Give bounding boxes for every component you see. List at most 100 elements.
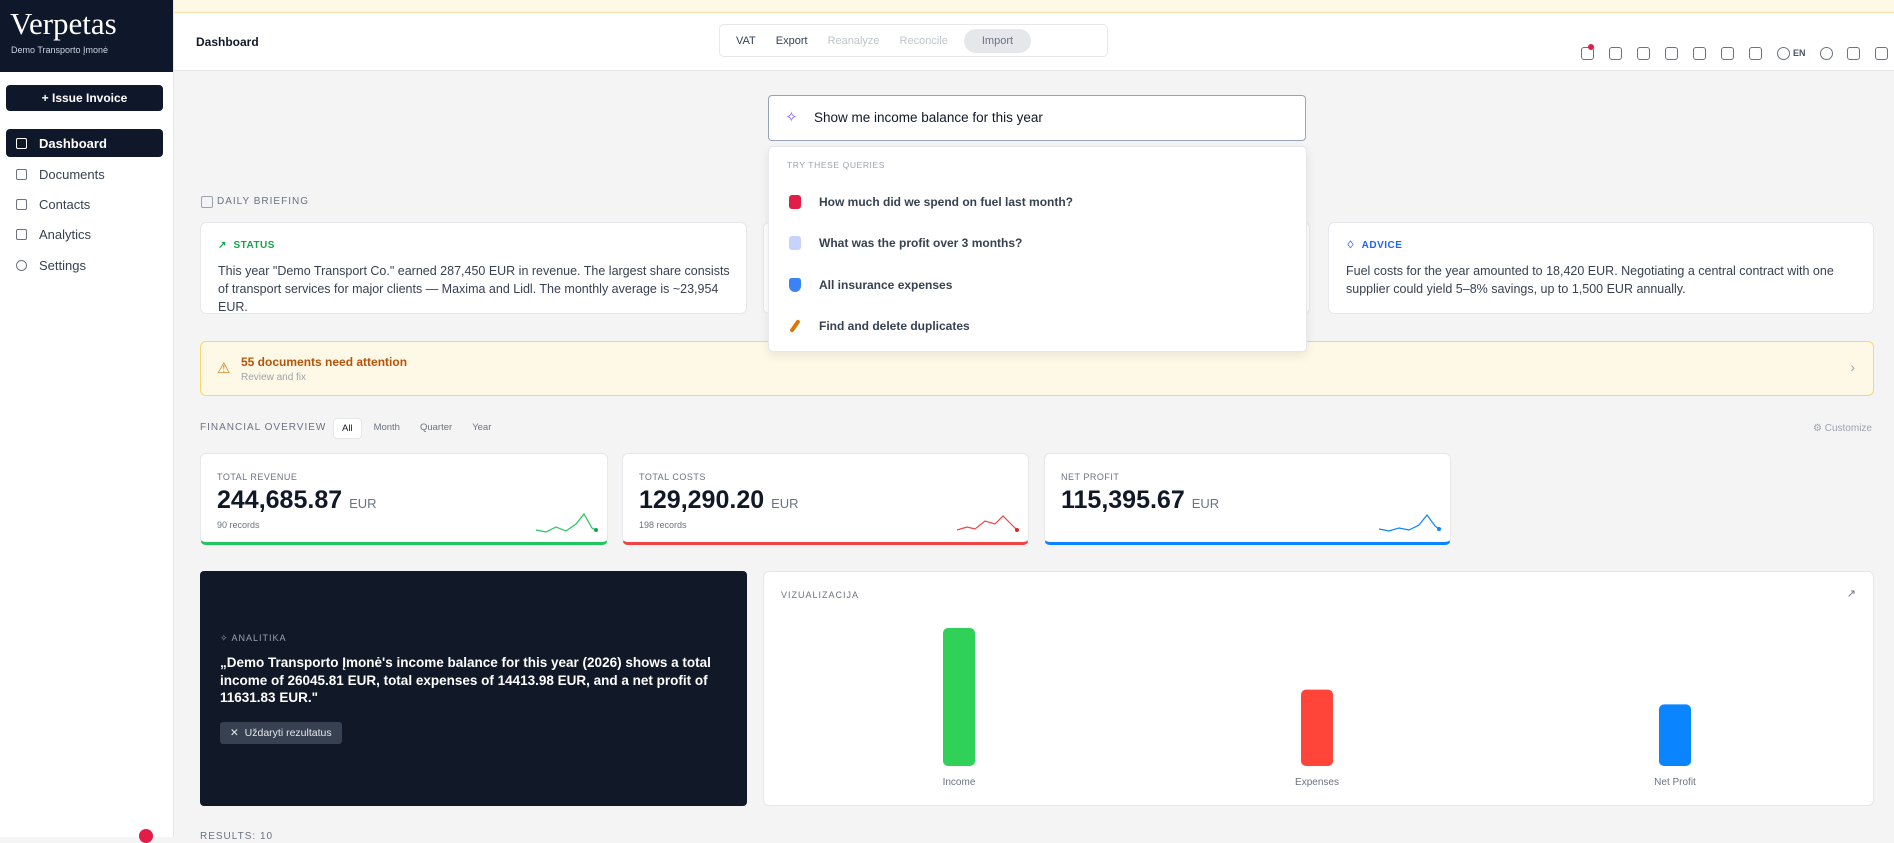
icon[interactable] xyxy=(1693,47,1706,60)
metric-unit: EUR xyxy=(771,496,799,511)
metric-label: NET PROFIT xyxy=(1061,472,1120,482)
attention-title: 55 documents need attention xyxy=(241,355,408,369)
suggestion[interactable]: All insurance expenses xyxy=(789,278,952,292)
toolbar: VAT Export Reanalyze Reconcile Import xyxy=(719,24,1108,57)
nav-item[interactable]: Contacts xyxy=(6,190,163,218)
tab[interactable]: Year xyxy=(472,422,492,433)
notification-dot xyxy=(1588,44,1594,50)
sparkline-dot xyxy=(1015,528,1019,532)
language[interactable]: EN xyxy=(1793,48,1806,58)
nav-item[interactable]: Analytics xyxy=(6,220,163,248)
nav-item[interactable]: Documents xyxy=(6,160,163,188)
settings-icon[interactable] xyxy=(1820,47,1833,60)
issue-invoice-button[interactable]: + Issue Invoice xyxy=(6,85,163,111)
analytics-text: „Demo Transporto Įmonė's income balance … xyxy=(220,655,711,705)
analytics-heading: ✧ ANALITIKA xyxy=(220,633,287,643)
suggestions-dropdown: TRY THESE QUERIES How much did we spend … xyxy=(768,146,1307,352)
brand: Verpetas xyxy=(10,6,117,41)
nav-label: Dashboard xyxy=(39,135,107,151)
toolbar-button: Reanalyze xyxy=(827,34,880,47)
sparkline-line xyxy=(1379,514,1440,532)
bar xyxy=(1301,689,1333,766)
metric-card: NET PROFIT 115,395.67 EUR xyxy=(1044,453,1451,545)
icon[interactable] xyxy=(1749,47,1762,60)
close-results-text: Uždaryti rezultatus xyxy=(244,727,332,739)
card-text: Fuel costs for the year amounted to 18,4… xyxy=(1346,264,1834,296)
warning-icon: ⚠ xyxy=(217,360,231,377)
metric-value: 244,685.87 EUR xyxy=(217,486,377,515)
toolbar-button[interactable]: VAT xyxy=(736,34,756,47)
period-tabs: All Month Quarter Year xyxy=(333,418,499,439)
icon[interactable] xyxy=(1721,47,1734,60)
bar-chart: Income Expenses Net Profit xyxy=(943,628,1696,788)
bar xyxy=(943,628,975,766)
brand-subtitle: Demo Transporto Įmonė xyxy=(11,45,109,55)
avatar[interactable] xyxy=(139,829,153,843)
sparkline-dot xyxy=(1437,527,1441,531)
suggestion[interactable]: Find and delete duplicates xyxy=(789,319,970,333)
sparkline xyxy=(957,515,1019,532)
metric-card: TOTAL COSTS 129,290.20 EUR 198 records xyxy=(622,453,1029,545)
suggestion[interactable]: How much did we spend on fuel last month… xyxy=(789,195,1073,209)
metric-value: 115,395.67 EUR xyxy=(1061,486,1219,515)
page-title: Dashboard xyxy=(196,35,259,49)
nav-icon xyxy=(16,168,27,180)
suggestion-icon xyxy=(789,195,801,209)
logout-icon[interactable] xyxy=(1875,47,1888,60)
nav-label: Analytics xyxy=(39,226,92,242)
nav-icon xyxy=(16,198,27,210)
suggestion-icon xyxy=(789,278,801,292)
metric-card: TOTAL REVENUE 244,685.87 EUR 90 records xyxy=(200,453,608,545)
section-heading: DAILY BRIEFING xyxy=(217,196,309,207)
suggestion-icon xyxy=(789,319,801,333)
header: Dashboard VAT Export Reanalyze Reconcile… xyxy=(174,13,1894,71)
chevron: › xyxy=(1850,359,1855,375)
section-heading: FINANCIAL OVERVIEW xyxy=(200,422,327,433)
metric-number: 244,685.87 xyxy=(217,486,343,514)
suggestion-text: All insurance expenses xyxy=(819,278,953,292)
icon[interactable] xyxy=(1609,47,1622,60)
sidebar: Verpetas Demo Transporto Įmonė + Issue I… xyxy=(0,0,174,843)
search-box[interactable]: ✧ Show me income balance for this year xyxy=(768,95,1306,141)
analytics-heading-text: ANALITIKA xyxy=(231,633,287,643)
metric-number: 115,395.67 xyxy=(1061,486,1185,514)
metric-unit: EUR xyxy=(1191,496,1220,511)
metric-value: 129,290.20 EUR xyxy=(639,486,799,515)
chart-icon: ↗ xyxy=(1846,588,1856,600)
icon[interactable] xyxy=(1847,47,1860,60)
attention-subtitle: Review and fix xyxy=(241,372,307,383)
close-results-button[interactable]: ✕ Uždaryti rezultatus xyxy=(220,722,342,744)
metric-number: 129,290.20 xyxy=(639,486,765,514)
briefing-card: ♢ ADVICE Fuel costs for the year amounte… xyxy=(1328,222,1874,314)
tab[interactable]: Quarter xyxy=(419,422,453,433)
x-tick-label: Expenses xyxy=(1295,777,1339,788)
briefing-card: ↗ STATUS This year "Demo Transport Co." … xyxy=(200,222,747,314)
icon[interactable] xyxy=(1637,47,1650,60)
toolbar-button[interactable]: Export xyxy=(775,34,808,47)
metric-unit: EUR xyxy=(349,496,377,511)
notifications-icon[interactable] xyxy=(1581,47,1594,60)
card-title-text: STATUS xyxy=(233,240,275,251)
analytics-panel: ✧ ANALITIKA „Demo Transporto Įmonė's inc… xyxy=(200,571,747,806)
x-tick-label: Income xyxy=(943,777,976,788)
card-title: ♢ ADVICE xyxy=(1346,240,1403,251)
nav-item[interactable]: Dashboard xyxy=(6,129,163,157)
visualization-heading: VIZUALIZACIJA xyxy=(781,590,860,600)
metric-records: 198 records xyxy=(639,520,687,530)
tab[interactable]: Month xyxy=(373,422,400,433)
icon[interactable] xyxy=(1665,47,1678,60)
language-icon[interactable] xyxy=(1777,47,1790,60)
toolbar-button: Reconcile xyxy=(899,34,948,47)
suggestion-text: What was the profit over 3 months? xyxy=(819,236,1023,250)
suggestion-icon xyxy=(789,236,801,250)
nav-item[interactable]: Settings xyxy=(6,251,163,279)
metric-records: 90 records xyxy=(217,520,260,530)
toolbar-button[interactable]: Import xyxy=(963,28,1032,53)
nav-icon xyxy=(16,259,27,271)
sparkline-dot xyxy=(594,528,598,532)
customize[interactable]: ⚙ Customize xyxy=(1813,423,1872,434)
suggestion-text: How much did we spend on fuel last month… xyxy=(819,195,1074,209)
card-title: ↗ STATUS xyxy=(218,240,275,251)
suggestion[interactable]: What was the profit over 3 months? xyxy=(789,236,1022,250)
tab[interactable]: All xyxy=(333,418,362,439)
